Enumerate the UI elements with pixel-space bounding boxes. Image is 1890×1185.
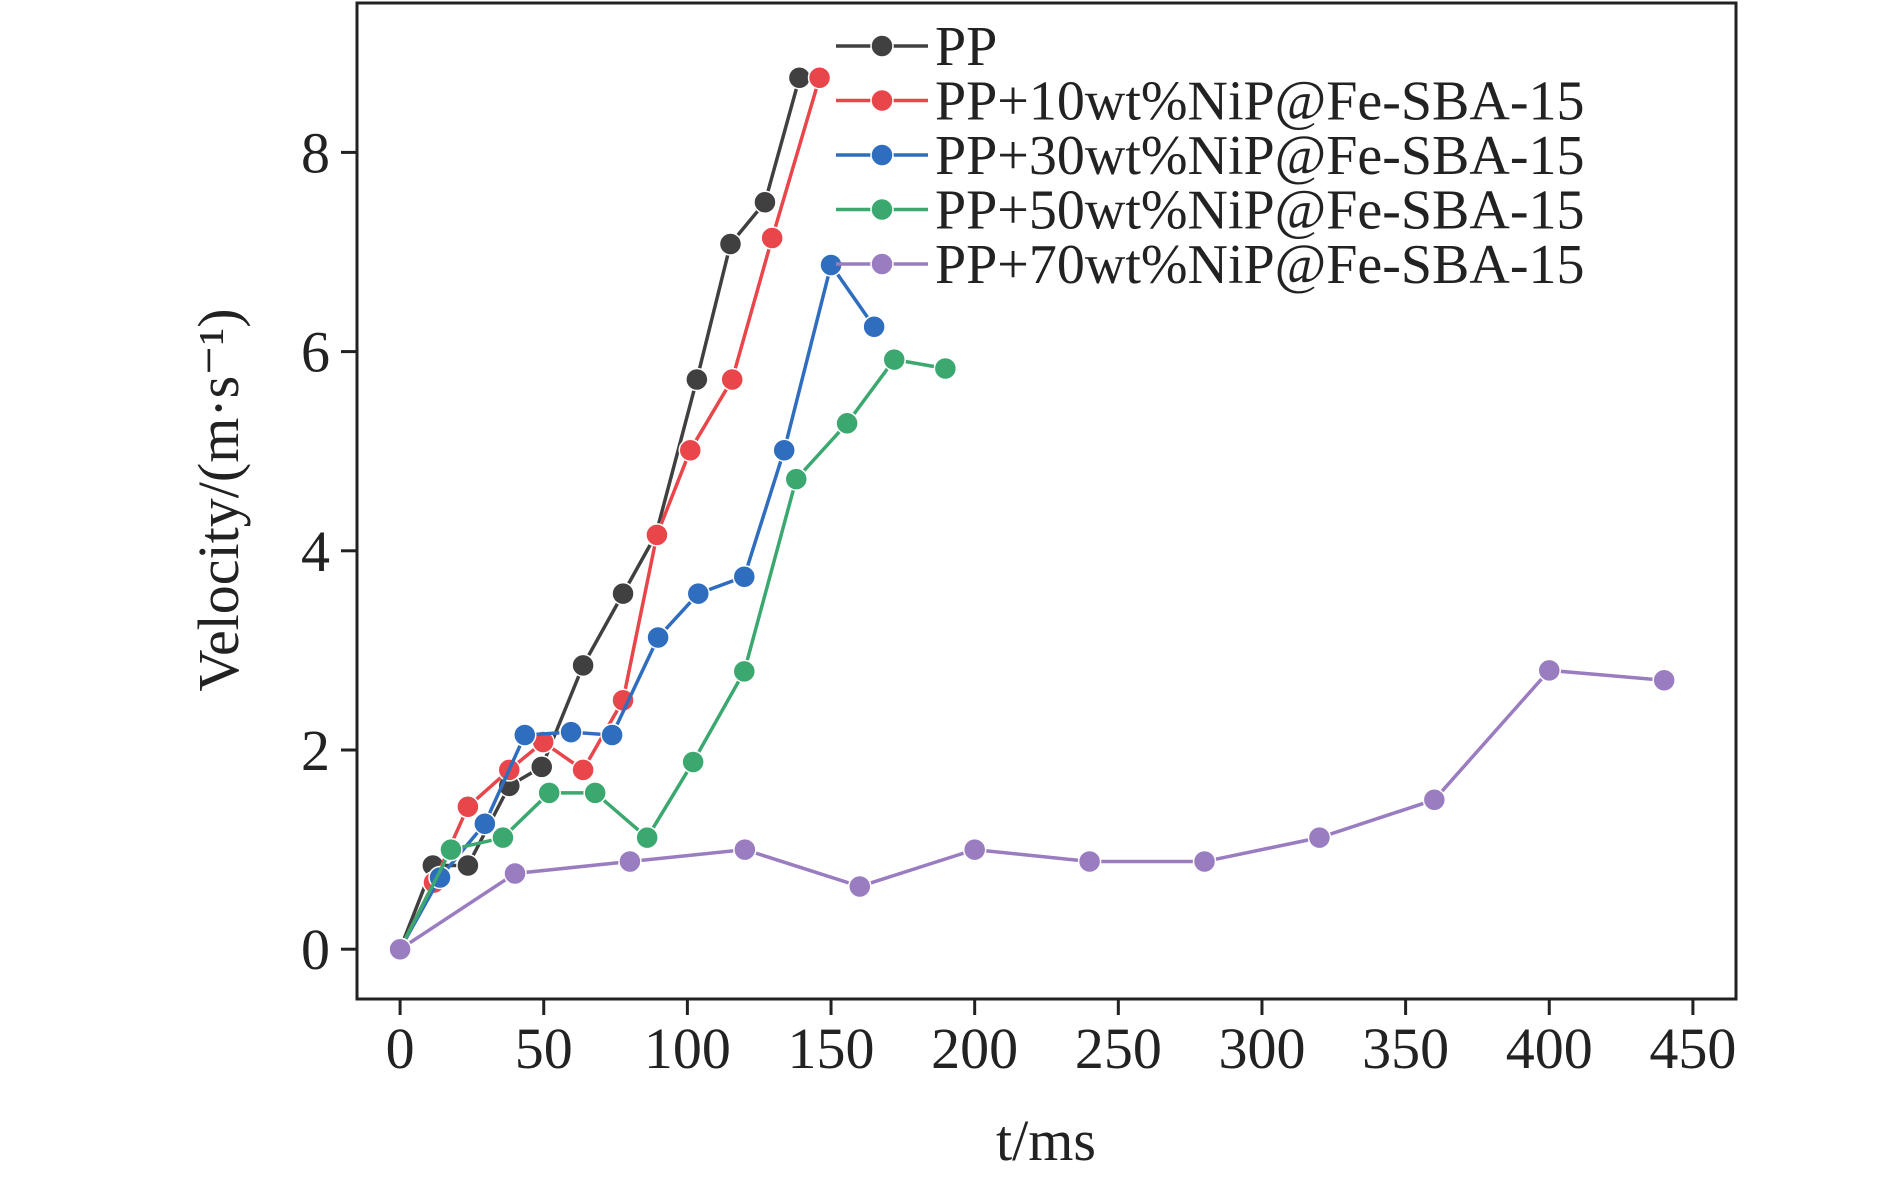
data-point [835,411,859,436]
series-line [398,77,802,950]
legend-label: PP+70wt%NiP@Fe-SBA-15 [935,234,1584,296]
legend-label: PP [935,16,997,78]
plot-frame [355,1,1738,1001]
data-point [537,781,561,805]
data-point [733,837,757,862]
data-point [388,937,412,961]
x-tick-label: 50 [515,1016,573,1081]
x-axis-label: t/ms [996,1108,1096,1173]
data-point [456,853,480,878]
data-point [645,523,669,547]
data-point [678,438,703,462]
legend-marker [870,34,894,58]
x-tick-label: 400 [1506,1016,1593,1081]
x-tick-label: 300 [1218,1016,1305,1081]
y-tick-label: 4 [301,519,330,584]
data-point [611,581,635,606]
series-line [399,668,1665,951]
data-point [753,190,777,214]
data-point [1077,849,1102,874]
data-point [559,720,583,744]
x-tick-label: 150 [788,1016,875,1081]
legend-marker [870,252,894,276]
data-point [720,367,744,392]
data-point [933,356,958,381]
y-tick-label: 8 [301,120,330,185]
legend-marker [870,88,894,113]
series-line [398,357,946,950]
data-point [635,825,659,850]
data-point [718,232,743,256]
legend-label: PP+50wt%NiP@Fe-SBA-15 [935,180,1584,242]
data-point [962,837,987,862]
data-point [646,625,670,650]
data-point [685,367,709,392]
data-point [807,65,832,90]
data-point [571,653,595,678]
x-tick-label: 0 [386,1016,415,1081]
x-tick-label: 350 [1362,1016,1449,1081]
data-point [732,659,757,684]
data-point [784,467,809,491]
data-point [600,723,624,747]
x-tick-label: 250 [1075,1016,1162,1081]
y-axis-label: Velocity/(m·s⁻¹) [186,308,251,691]
data-point [583,781,607,805]
data-point [1652,668,1676,693]
data-point [473,811,497,836]
data-point [772,438,796,462]
legend-marker [870,197,894,222]
x-tick-label: 100 [644,1016,731,1081]
y-tick-label: 6 [301,320,330,385]
data-point [1537,658,1562,683]
data-point [882,347,906,372]
y-tick-label: 0 [301,917,330,982]
data-point [787,65,812,90]
data-point [439,837,463,862]
legend-marker [870,143,894,167]
data-point [491,825,515,850]
x-tick-label: 450 [1649,1016,1736,1081]
data-point [1307,825,1332,850]
data-point [571,758,595,782]
data-point [618,849,642,874]
data-point [732,564,757,589]
data-point [686,581,711,606]
data-point [848,874,872,899]
data-point [456,795,480,819]
data-point [681,750,705,774]
data-point [862,314,886,339]
legend-label: PP+30wt%NiP@Fe-SBA-15 [935,125,1584,187]
data-point [503,861,527,886]
y-tick-label: 2 [301,718,330,783]
data-point [529,755,554,779]
x-tick-label: 200 [931,1016,1018,1081]
data-point [1422,788,1447,812]
data-point [1192,849,1217,874]
data-point [513,723,537,747]
data-point [760,226,784,250]
legend-label: PP+10wt%NiP@Fe-SBA-15 [935,71,1584,133]
